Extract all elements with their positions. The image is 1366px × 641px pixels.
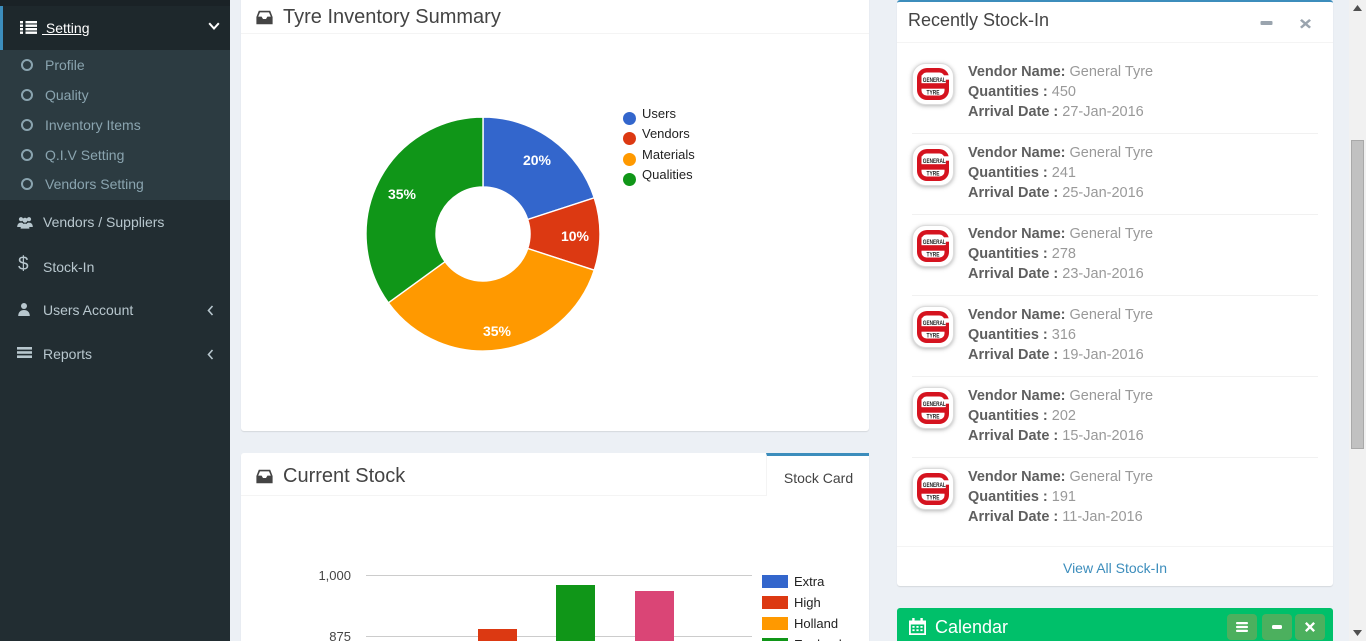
- svg-text:TYRE: TYRE: [927, 495, 940, 501]
- svg-text:GENERAL: GENERAL: [923, 402, 946, 408]
- svg-text:TYRE: TYRE: [927, 414, 940, 420]
- svg-text:GENERAL: GENERAL: [923, 483, 946, 489]
- svg-text:TYRE: TYRE: [927, 252, 940, 258]
- svg-text:TYRE: TYRE: [927, 333, 940, 339]
- svg-text:GENERAL: GENERAL: [923, 78, 946, 84]
- svg-text:GENERAL: GENERAL: [923, 159, 946, 165]
- svg-text:TYRE: TYRE: [927, 90, 940, 96]
- svg-text:GENERAL: GENERAL: [923, 240, 946, 246]
- svg-text:GENERAL: GENERAL: [923, 321, 946, 327]
- svg-text:TYRE: TYRE: [927, 171, 940, 177]
